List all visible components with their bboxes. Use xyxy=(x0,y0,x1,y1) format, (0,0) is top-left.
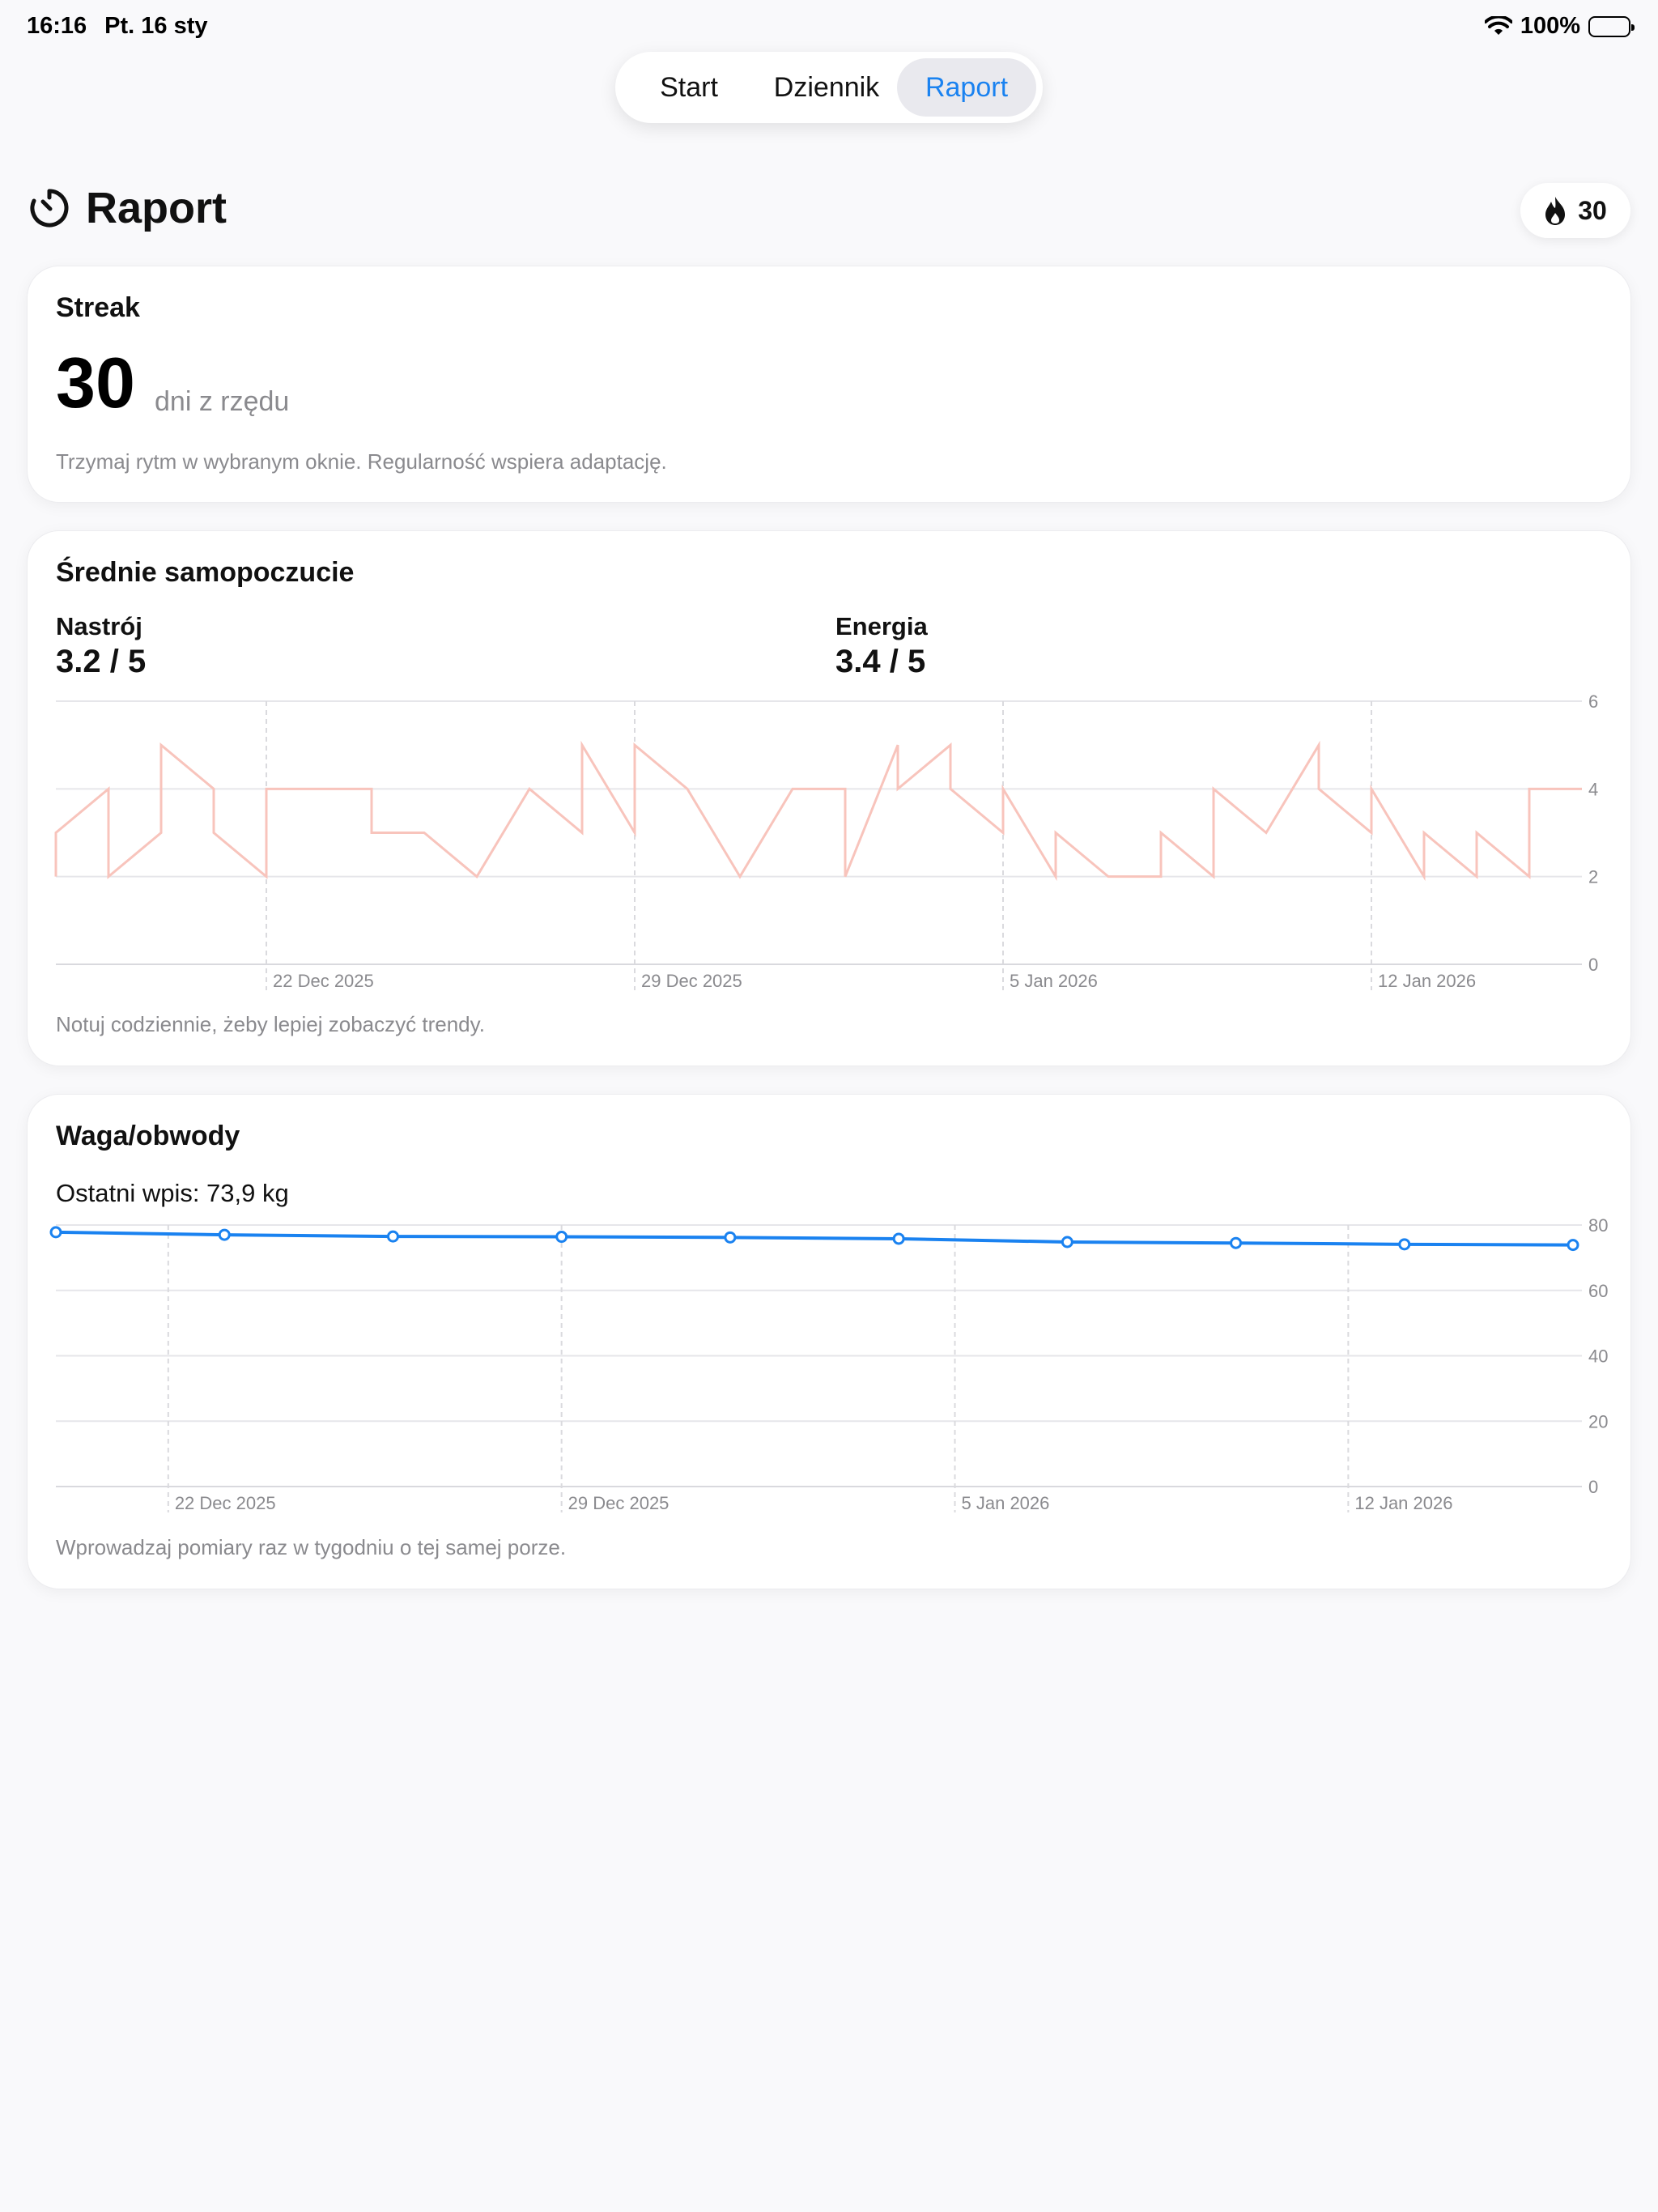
mood-chart: 0 2 4 6 22 Dec 2025 29 Dec 2025 5 Jan 2026 12 J… xyxy=(54,691,1598,991)
data-point xyxy=(724,1231,737,1244)
x-tick-label: 12 Jan 2026 xyxy=(1354,1493,1452,1513)
data-point xyxy=(892,1232,905,1245)
x-tick-label: 5 Jan 2026 xyxy=(962,1493,1050,1513)
y-tick-label: 0 xyxy=(1588,1477,1598,1497)
flame-icon xyxy=(1545,197,1566,225)
x-tick-label: 22 Dec 2025 xyxy=(273,971,374,991)
data-point xyxy=(218,1228,231,1241)
y-tick-label: 40 xyxy=(1588,1346,1608,1367)
tab-raport[interactable]: Raport xyxy=(897,58,1036,117)
page-title: Raport xyxy=(86,184,227,232)
status-time: 16:16 xyxy=(27,13,87,39)
y-tick-label: 80 xyxy=(1588,1215,1608,1236)
series-line xyxy=(54,740,1582,882)
data-point xyxy=(49,1226,62,1239)
timer-icon xyxy=(30,189,69,228)
data-point xyxy=(386,1230,399,1243)
energy-label: Energia xyxy=(835,612,928,640)
status-bar-right: 100% xyxy=(1484,13,1635,40)
streak-badge-count: 30 xyxy=(1578,195,1607,225)
battery-percent: 100% xyxy=(1520,13,1580,39)
data-point xyxy=(1061,1236,1073,1249)
wellbeing-card: Średnie samopoczucie Nastrój 3.2 / 5 Ene… xyxy=(27,530,1631,1066)
data-point xyxy=(555,1231,568,1244)
y-tick-label: 2 xyxy=(1588,867,1598,887)
weight-chart: 0 20 40 60 80 22 Dec 2025 29 Dec 2025 5 Jan 202… xyxy=(49,1215,1608,1513)
streak-badge[interactable]: 30 xyxy=(1520,183,1630,238)
x-tick-label: 29 Dec 2025 xyxy=(568,1493,670,1513)
streak-card-title: Streak xyxy=(56,292,140,323)
tab-dziennik[interactable]: Dziennik xyxy=(773,71,880,103)
x-tick-label: 5 Jan 2026 xyxy=(1010,971,1098,991)
streak-card: Streak 30 dni z rzędu Trzymaj rytm w wyb… xyxy=(27,266,1631,503)
tab-start[interactable]: Start xyxy=(660,71,718,103)
mood-label: Nastrój xyxy=(56,612,142,640)
last-entry: Ostatni wpis: 73,9 kg xyxy=(56,1179,289,1207)
wellbeing-card-title: Średnie samopoczucie xyxy=(56,557,355,588)
data-point xyxy=(1230,1236,1243,1249)
mood-value: 3.2 / 5 xyxy=(56,644,147,679)
streak-value: 30 xyxy=(56,342,135,423)
x-tick-label: 12 Jan 2026 xyxy=(1378,971,1476,991)
data-point xyxy=(1398,1238,1411,1251)
page-header: Raport xyxy=(28,183,227,233)
weight-note: Wprowadzaj pomiary raz w tygodniu o tej … xyxy=(56,1535,567,1559)
status-bar-left: 16:16 Pt. 16 sty xyxy=(27,13,208,40)
streak-note: Trzymaj rytm w wybranym oknie. Regularno… xyxy=(56,449,667,474)
x-tick-label: 22 Dec 2025 xyxy=(175,1493,276,1513)
energy-value: 3.4 / 5 xyxy=(835,644,926,679)
wellbeing-note: Notuj codziennie, żeby lepiej zobaczyć t… xyxy=(56,1012,485,1036)
battery-icon xyxy=(1588,15,1635,37)
y-tick-label: 4 xyxy=(1588,779,1598,799)
series-line xyxy=(55,1230,1574,1247)
streak-unit: dni z rzędu xyxy=(155,386,290,417)
tab-bar: Start Dziennik Raport xyxy=(615,52,1043,123)
x-tick-label: 29 Dec 2025 xyxy=(641,971,742,991)
weight-card: Waga/obwody Ostatni wpis: 73,9 kg 0 20 40 6… xyxy=(27,1094,1631,1589)
weight-card-title: Waga/obwody xyxy=(56,1121,240,1151)
data-point xyxy=(1567,1239,1579,1252)
y-tick-label: 0 xyxy=(1588,955,1598,975)
y-tick-label: 60 xyxy=(1588,1281,1608,1301)
y-tick-label: 6 xyxy=(1588,691,1598,712)
y-tick-label: 20 xyxy=(1588,1411,1608,1431)
status-date: Pt. 16 sty xyxy=(104,13,208,39)
wifi-icon xyxy=(1484,15,1512,35)
